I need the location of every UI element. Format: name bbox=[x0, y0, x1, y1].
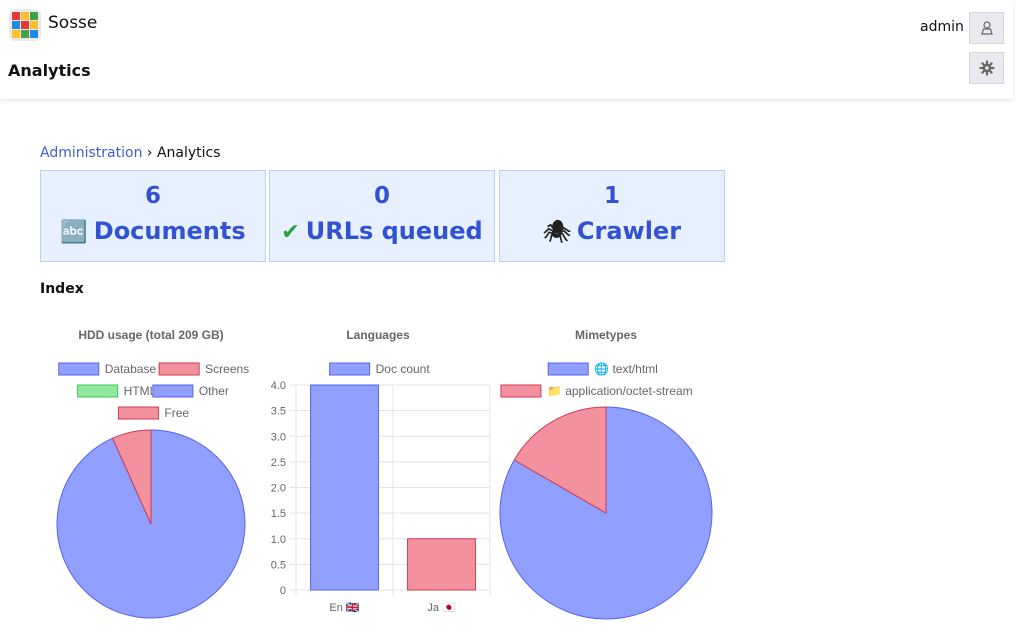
documents-count: 6 bbox=[144, 183, 161, 209]
mimetypes-legend-label: 📁 application/octet-stream bbox=[547, 384, 693, 398]
breadcrumb-current: Analytics bbox=[156, 145, 221, 161]
settings-button[interactable] bbox=[969, 52, 1004, 84]
hdd-legend-swatch bbox=[58, 362, 100, 376]
languages-y-tick: 4.0 bbox=[271, 380, 286, 392]
breadcrumb-link-administration[interactable]: Administration bbox=[40, 145, 143, 161]
crawler-label: Crawler bbox=[576, 217, 682, 245]
urls-queued-label: URLs queued bbox=[305, 217, 483, 245]
languages-y-tick: 0.5 bbox=[271, 559, 286, 571]
user-menu-button[interactable] bbox=[969, 12, 1004, 44]
crawler-count: 1 bbox=[603, 183, 620, 209]
hdd-legend-label: Free bbox=[164, 406, 189, 420]
languages-bar bbox=[310, 384, 379, 591]
languages-y-tick: 3.5 bbox=[271, 406, 286, 418]
checkmark-icon: ✔ bbox=[281, 220, 300, 245]
documents-label: Documents bbox=[93, 217, 246, 245]
page-title: Analytics bbox=[8, 61, 91, 80]
hdd-legend-label: Screens bbox=[205, 362, 249, 376]
hdd-legend-swatch bbox=[117, 406, 159, 420]
gear-icon bbox=[978, 60, 995, 76]
crawler-card[interactable]: 1 🕷 Crawler bbox=[499, 170, 725, 262]
languages-y-tick: 0 bbox=[280, 585, 286, 597]
urls-queued-count: 0 bbox=[373, 183, 390, 209]
languages-legend-label: Doc count bbox=[376, 362, 431, 376]
mimetypes-legend-label: 🌐 text/html bbox=[594, 362, 658, 376]
mimetypes-slice bbox=[513, 406, 607, 514]
languages-y-tick: 3.0 bbox=[271, 431, 286, 443]
hdd-legend-label: HTML bbox=[124, 384, 157, 398]
languages-y-tick: 1.0 bbox=[271, 534, 286, 546]
languages-y-tick: 1.5 bbox=[271, 508, 286, 520]
top-bar: Sosse Analytics admin bbox=[0, 0, 1013, 99]
mimetypes-legend-swatch bbox=[500, 384, 542, 398]
abc-icon: 🔤 bbox=[60, 220, 88, 245]
languages-chart-title: Languages bbox=[346, 328, 410, 342]
hdd-chart-title: HDD usage (total 209 GB) bbox=[78, 328, 223, 342]
charts-area: HDD usage (total 209 GB) Database Screens H… bbox=[56, 328, 713, 620]
hdd-legend-swatch bbox=[152, 384, 194, 398]
languages-legend-swatch bbox=[329, 362, 371, 376]
languages-x-tick: En 🇬🇧 bbox=[329, 601, 360, 614]
hdd-legend-label: Other bbox=[199, 384, 229, 398]
languages-y-tick: 2.0 bbox=[271, 483, 286, 495]
urls-queued-card[interactable]: 0 ✔ URLs queued bbox=[269, 170, 495, 262]
hdd-slice bbox=[111, 429, 152, 525]
sosse-logo[interactable] bbox=[8, 8, 42, 42]
user-icon bbox=[980, 21, 993, 35]
hdd-legend-swatch bbox=[158, 362, 200, 376]
hdd-legend-swatch bbox=[77, 384, 119, 398]
languages-y-tick: 2.5 bbox=[271, 457, 286, 469]
languages-x-tick: Ja 🇯🇵 bbox=[427, 601, 456, 614]
breadcrumb-separator: › bbox=[146, 145, 153, 161]
user-name: admin bbox=[920, 19, 964, 35]
index-section-title: Index bbox=[40, 281, 84, 297]
hdd-legend-label: Database bbox=[105, 362, 157, 376]
app-name[interactable]: Sosse bbox=[48, 13, 98, 33]
languages-bar bbox=[407, 538, 476, 591]
spider-icon: 🕷 bbox=[542, 220, 571, 245]
mimetypes-legend-swatch bbox=[547, 362, 589, 376]
mimetypes-chart-title: Mimetypes bbox=[575, 328, 637, 342]
documents-card[interactable]: 6 🔤 Documents bbox=[40, 170, 266, 262]
breadcrumb: Administration › Analytics bbox=[40, 145, 221, 161]
